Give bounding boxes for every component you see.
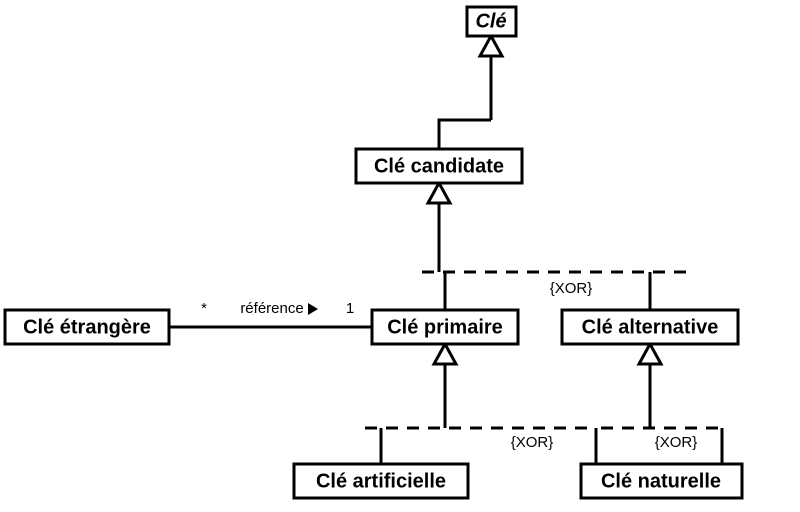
node-etrangere-label: Clé étrangère — [23, 316, 151, 338]
xor1-label: {XOR} — [550, 280, 593, 297]
node-root-label: Clé — [475, 10, 506, 32]
xor2-label: {XOR} — [511, 434, 554, 451]
xor3-label: {XOR} — [655, 434, 698, 451]
node-candidate-label: Clé candidate — [374, 155, 504, 177]
node-primaire-label: Clé primaire — [387, 316, 503, 338]
node-alternative-label: Clé alternative — [582, 316, 719, 338]
gen-arrow-candidate — [428, 183, 450, 203]
node-alternative: Clé alternative — [562, 310, 738, 344]
gen-arrow-root — [480, 36, 502, 56]
assoc-label: référence — [240, 300, 303, 317]
node-artificielle: Clé artificielle — [294, 464, 468, 498]
node-etrangere: Clé étrangère — [5, 310, 169, 344]
gen-arrow-alternative — [639, 344, 661, 364]
node-artificielle-label: Clé artificielle — [316, 470, 446, 492]
gen-line-candidate-bend — [439, 120, 491, 149]
assoc-mult-from: * — [201, 300, 207, 317]
assoc-direction-arrow — [308, 303, 318, 315]
node-candidate: Clé candidate — [356, 149, 522, 183]
node-naturelle: Clé naturelle — [581, 464, 742, 498]
node-naturelle-label: Clé naturelle — [601, 470, 721, 492]
node-root: Clé — [467, 7, 516, 36]
node-primaire: Clé primaire — [372, 310, 518, 344]
gen-arrow-primaire — [434, 344, 456, 364]
assoc-mult-to: 1 — [346, 300, 354, 317]
